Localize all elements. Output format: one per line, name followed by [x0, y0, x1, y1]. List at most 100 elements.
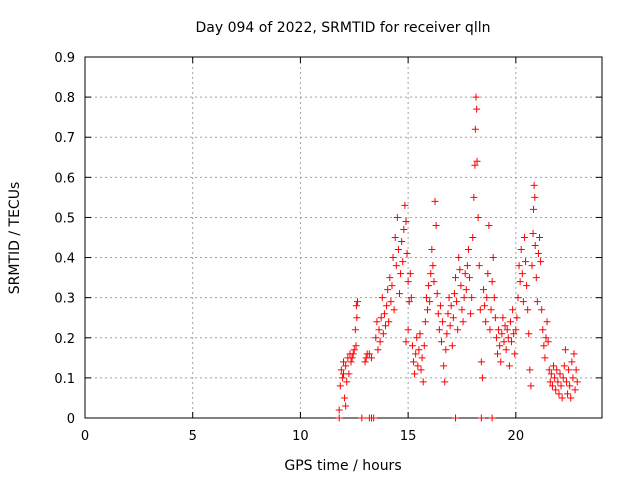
data-point [383, 302, 391, 310]
x-tick-label: 10 [292, 429, 309, 444]
data-point [343, 378, 351, 386]
data-point [335, 414, 343, 422]
data-point [370, 414, 378, 422]
data-point [349, 350, 357, 358]
data-point [431, 197, 439, 205]
data-point [567, 394, 575, 402]
data-point [387, 298, 395, 306]
data-point [368, 354, 376, 362]
data-point [408, 342, 416, 350]
data-point [446, 322, 454, 330]
data-point [523, 282, 531, 290]
data-point [407, 294, 415, 302]
data-point [505, 362, 513, 370]
data-point [533, 298, 541, 306]
data-point [404, 278, 412, 286]
data-point [495, 326, 503, 334]
x-axis-label: GPS time / hours [284, 458, 401, 474]
data-point [337, 366, 345, 374]
data-point [340, 358, 347, 366]
data-point [372, 334, 380, 342]
data-point [426, 298, 434, 306]
data-point [554, 378, 562, 386]
data-point [526, 366, 534, 374]
data-point [527, 382, 535, 390]
data-point [528, 262, 536, 270]
data-point [529, 229, 537, 237]
data-point [509, 306, 517, 314]
y-tick-label: 0.7 [54, 131, 75, 146]
data-point [392, 262, 400, 270]
data-point [471, 125, 479, 133]
data-point [433, 290, 441, 298]
data-point [511, 350, 519, 358]
data-point [525, 330, 533, 338]
data-point [470, 193, 478, 201]
data-point [389, 254, 397, 262]
data-point [361, 358, 369, 366]
data-point [373, 318, 381, 326]
data-point [459, 318, 467, 326]
data-point [530, 181, 538, 189]
data-point [386, 274, 394, 282]
data-point [340, 370, 347, 378]
y-tick-label: 0.5 [54, 211, 75, 226]
data-point [353, 314, 361, 322]
data-point [419, 378, 427, 386]
data-point [425, 282, 433, 290]
data-point [489, 254, 497, 262]
data-point [510, 330, 518, 338]
data-point [512, 326, 520, 334]
data-point [497, 358, 505, 366]
data-point [477, 414, 485, 422]
data-point [351, 326, 359, 334]
data-point [439, 318, 447, 326]
data-point [397, 270, 405, 278]
data-point [508, 338, 516, 346]
data-point [539, 326, 547, 334]
data-point [536, 234, 544, 241]
data-point [400, 225, 408, 233]
data-point [488, 278, 496, 286]
data-point [450, 290, 458, 298]
data-point [513, 314, 521, 322]
data-point [564, 390, 572, 398]
data-point [379, 330, 387, 338]
data-point [382, 322, 390, 330]
data-point [460, 294, 468, 302]
data-point [473, 105, 481, 113]
data-point [424, 306, 432, 314]
data-point [529, 205, 537, 213]
data-point [354, 298, 362, 306]
plot-frame [84, 56, 603, 419]
data-point [499, 314, 507, 322]
data-point [515, 262, 523, 270]
data-point [506, 318, 514, 326]
grid-lines [85, 57, 602, 418]
data-point [562, 378, 570, 386]
data-point [416, 330, 424, 338]
data-point [405, 298, 413, 306]
data-point [443, 330, 451, 338]
data-point [543, 318, 551, 326]
data-point [428, 246, 436, 254]
data-point [552, 386, 560, 394]
data-point [572, 366, 580, 374]
data-point [390, 306, 398, 314]
data-point [375, 326, 383, 334]
data-point [488, 414, 496, 422]
data-point [480, 286, 488, 294]
data-point [462, 286, 470, 294]
data-point [560, 362, 568, 370]
data-point [422, 294, 430, 302]
data-point [485, 221, 493, 229]
y-axis-label: SRMTID / TECUs [7, 182, 23, 295]
data-point [376, 338, 384, 346]
data-point [477, 358, 485, 366]
data-point [452, 274, 460, 282]
x-tick-label: 5 [189, 429, 197, 444]
data-point [558, 394, 566, 402]
chart-title: Day 094 of 2022, SRMTID for receiver qll… [196, 20, 491, 36]
data-point [352, 342, 360, 350]
data-point [484, 270, 492, 278]
